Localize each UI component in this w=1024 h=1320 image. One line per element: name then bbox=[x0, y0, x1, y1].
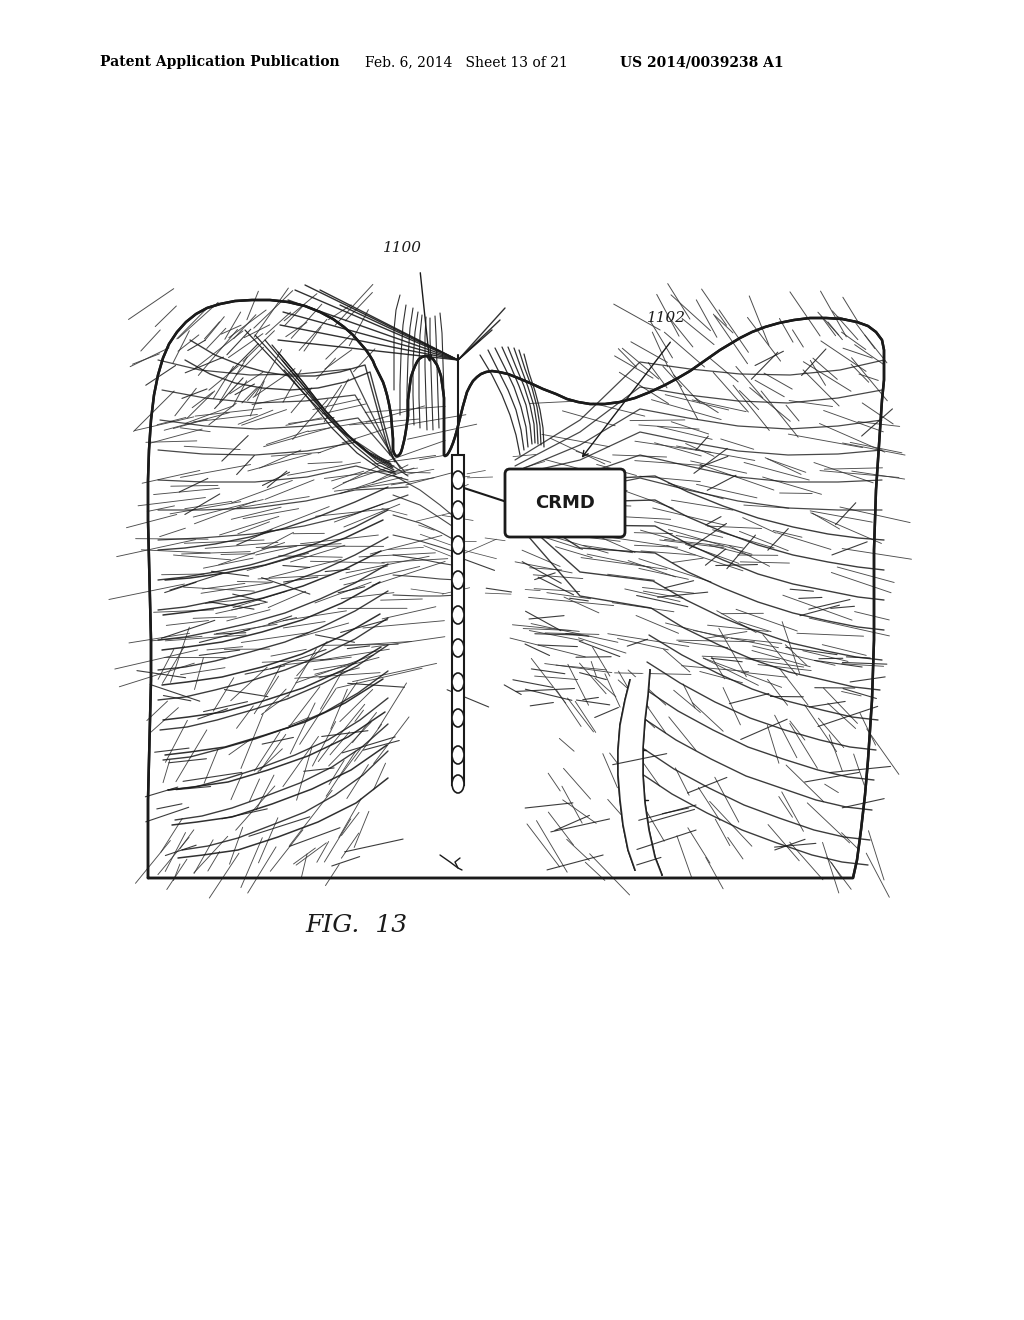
Ellipse shape bbox=[452, 536, 464, 554]
Ellipse shape bbox=[452, 639, 464, 657]
Ellipse shape bbox=[452, 572, 464, 589]
Polygon shape bbox=[148, 300, 884, 878]
FancyBboxPatch shape bbox=[505, 469, 625, 537]
Ellipse shape bbox=[452, 502, 464, 519]
Ellipse shape bbox=[452, 775, 464, 793]
Text: US 2014/0039238 A1: US 2014/0039238 A1 bbox=[620, 55, 783, 69]
FancyBboxPatch shape bbox=[452, 455, 464, 785]
Text: FIG.  13: FIG. 13 bbox=[305, 913, 408, 936]
Text: Feb. 6, 2014   Sheet 13 of 21: Feb. 6, 2014 Sheet 13 of 21 bbox=[365, 55, 568, 69]
Ellipse shape bbox=[452, 673, 464, 690]
Text: 1100: 1100 bbox=[383, 242, 422, 255]
Text: 1102: 1102 bbox=[647, 312, 686, 325]
Ellipse shape bbox=[452, 709, 464, 727]
Polygon shape bbox=[618, 671, 662, 875]
Text: Patent Application Publication: Patent Application Publication bbox=[100, 55, 340, 69]
Ellipse shape bbox=[452, 606, 464, 624]
Ellipse shape bbox=[452, 471, 464, 488]
Ellipse shape bbox=[452, 746, 464, 764]
Text: CRMD: CRMD bbox=[536, 494, 595, 512]
